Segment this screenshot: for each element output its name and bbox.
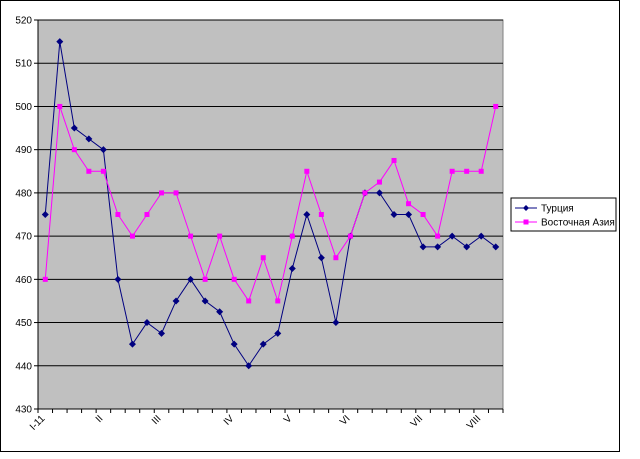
legend-box: [510, 197, 617, 232]
y-tick-label: 510: [15, 59, 32, 70]
marker: [362, 190, 368, 196]
marker: [478, 168, 484, 174]
marker: [390, 211, 398, 218]
marker: [230, 340, 238, 348]
legend-marker: [523, 219, 529, 225]
marker: [477, 232, 485, 240]
marker: [449, 168, 455, 174]
marker: [448, 232, 456, 240]
marker: [332, 319, 340, 327]
legend-label: Турция: [541, 204, 574, 215]
marker: [115, 212, 121, 217]
marker: [201, 297, 209, 305]
y-tick-label: 470: [15, 232, 32, 243]
marker: [492, 243, 500, 251]
marker: [41, 211, 49, 218]
marker: [202, 276, 208, 282]
marker: [274, 329, 282, 337]
marker: [158, 329, 166, 337]
marker: [405, 211, 413, 218]
marker: [246, 298, 252, 304]
marker: [216, 308, 224, 316]
marker: [464, 168, 470, 174]
marker: [260, 255, 266, 261]
marker: [375, 189, 383, 197]
marker: [70, 124, 78, 132]
marker: [114, 275, 122, 283]
marker: [318, 212, 324, 217]
plot-area: [37, 19, 504, 410]
y-tick-label: 490: [15, 145, 32, 156]
marker: [143, 319, 151, 327]
marker: [100, 168, 106, 174]
marker: [129, 233, 135, 239]
marker: [347, 233, 353, 239]
marker: [333, 255, 339, 261]
marker: [56, 38, 64, 46]
marker: [86, 168, 92, 174]
marker: [275, 298, 281, 304]
legend-marker: [523, 205, 529, 211]
y-tick-label: 430: [15, 405, 32, 416]
marker: [188, 233, 194, 239]
y-tick-label: 480: [15, 188, 32, 199]
marker: [435, 233, 441, 239]
marker: [463, 243, 471, 251]
marker: [317, 254, 325, 262]
marker: [304, 168, 310, 174]
marker: [144, 212, 150, 217]
x-tick-label: II: [94, 413, 106, 425]
y-tick-label: 440: [15, 361, 32, 372]
marker: [187, 275, 195, 283]
marker: [391, 157, 397, 163]
marker: [217, 233, 223, 239]
legend-label: Восточная Азия: [541, 218, 615, 229]
marker: [303, 211, 311, 218]
marker: [289, 233, 295, 239]
y-tick-label: 460: [15, 275, 32, 286]
y-tick-label: 520: [15, 16, 32, 27]
marker: [99, 146, 107, 154]
marker: [420, 212, 426, 217]
marker: [57, 103, 63, 109]
marker: [259, 340, 267, 348]
marker: [42, 276, 48, 282]
marker: [419, 243, 427, 251]
marker: [128, 340, 136, 348]
y-tick-label: 500: [15, 102, 32, 113]
marker: [85, 135, 93, 143]
marker: [172, 297, 180, 305]
marker: [231, 276, 237, 282]
y-tick-label: 450: [15, 318, 32, 329]
series-line: [44, 41, 497, 367]
marker: [288, 265, 296, 273]
marker: [71, 147, 77, 153]
marker: [376, 179, 382, 185]
marker: [493, 103, 499, 109]
marker: [173, 190, 179, 196]
marker: [434, 243, 442, 251]
marker: [159, 190, 165, 196]
marker: [406, 201, 412, 207]
marker: [245, 362, 253, 370]
